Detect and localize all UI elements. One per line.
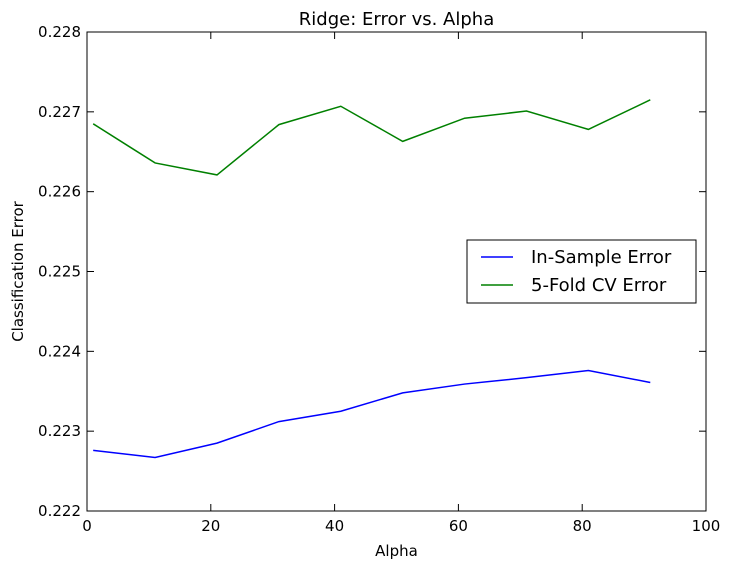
- x-axis-label: Alpha: [375, 542, 418, 560]
- x-tick-label: 60: [449, 517, 468, 535]
- y-tick-label: 0.227: [38, 103, 81, 121]
- y-tick-label: 0.226: [38, 183, 81, 201]
- y-axis-label: Classification Error: [9, 200, 27, 341]
- x-tick-label: 80: [573, 517, 592, 535]
- x-tick-label: 20: [201, 517, 220, 535]
- legend: In-Sample Error 5-Fold CV Error: [466, 239, 697, 304]
- series-line-in-sample: [93, 369, 651, 459]
- series-layer: [92, 99, 651, 459]
- y-tick-label: 0.225: [38, 263, 81, 281]
- series-line-cv: [92, 99, 651, 176]
- x-tick-label: 0: [82, 517, 92, 535]
- y-tick-label: 0.228: [38, 23, 81, 41]
- y-tick-label: 0.224: [38, 342, 81, 360]
- legend-label-in-sample: In-Sample Error: [531, 247, 672, 268]
- x-tick-label: 40: [325, 517, 344, 535]
- x-tick-label: 100: [692, 517, 721, 535]
- legend-frame: [466, 239, 697, 304]
- legend-label-cv: 5-Fold CV Error: [531, 275, 667, 296]
- plot-frame: [86, 31, 707, 512]
- y-tick-label: 0.223: [38, 422, 81, 440]
- chart-title: Ridge: Error vs. Alpha: [299, 9, 494, 30]
- y-tick-label: 0.222: [38, 502, 81, 520]
